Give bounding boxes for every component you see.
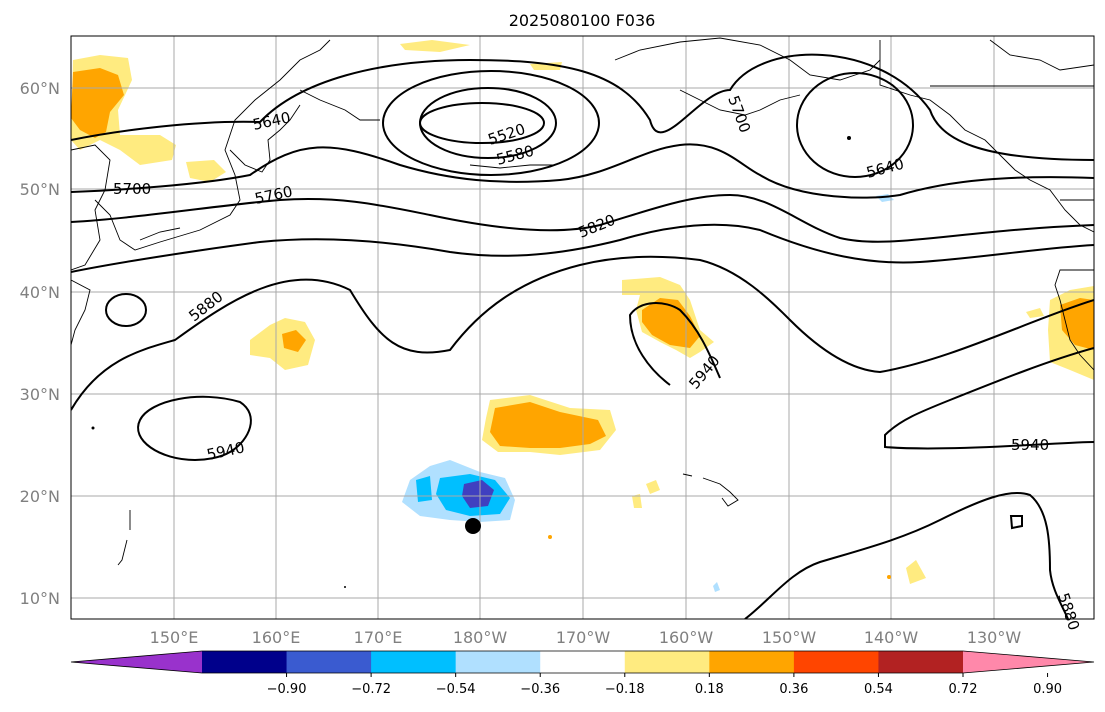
- latitude-labels: 60°N 50°N 40°N 30°N 20°N 10°N: [20, 79, 60, 608]
- colorbar-segment: [455, 651, 541, 673]
- colorbar-label: −0.54: [436, 682, 476, 697]
- storm-center-marker: [465, 518, 481, 534]
- lon-tick-label: 140°W: [864, 628, 919, 647]
- graticule: [71, 36, 1094, 619]
- colorbar-label: −0.90: [267, 682, 307, 697]
- colorbar-extend-low: [71, 651, 202, 673]
- lon-tick-label: 160°E: [252, 628, 301, 647]
- colorbar-segment: [878, 651, 964, 673]
- coastlines: [71, 37, 1094, 566]
- colorbar-label: 0.36: [779, 682, 808, 697]
- contour-label: 5940: [1011, 436, 1049, 454]
- colorbar-outline: [70, 650, 1095, 674]
- lat-tick-label: 50°N: [20, 180, 60, 199]
- colorbar-segment: [202, 651, 288, 673]
- colorbar-segment: [624, 651, 710, 673]
- colorbar: −0.90 −0.72 −0.54 −0.36 −0.18 0.18 0.36 0.54 0.7…: [70, 650, 1095, 697]
- map-frame: [70, 35, 1095, 620]
- colorbar-extend-high: [963, 651, 1094, 673]
- colorbar-label: 0.90: [1033, 682, 1062, 697]
- colorbar-segment: [286, 651, 372, 673]
- lon-tick-label: 130°W: [967, 628, 1022, 647]
- height-contours: [71, 53, 1094, 619]
- colorbar-segment: [540, 651, 626, 673]
- colorbar-label: −0.18: [605, 682, 645, 697]
- lat-tick-label: 10°N: [20, 589, 60, 608]
- colorbar-label: 0.18: [695, 682, 724, 697]
- colorbar-label: −0.72: [351, 682, 391, 697]
- contour-label: 5700: [113, 180, 151, 198]
- colorbar-label: 0.72: [949, 682, 978, 697]
- colorbar-label: 0.54: [864, 682, 893, 697]
- colorbar-segment: [371, 651, 457, 673]
- map-title: 2025080100 F036: [509, 11, 656, 30]
- lat-tick-label: 60°N: [20, 79, 60, 98]
- lon-tick-label: 170°W: [556, 628, 611, 647]
- positive-anomaly-areas: [71, 40, 1094, 584]
- lat-tick-label: 30°N: [20, 385, 60, 404]
- map-content: [71, 36, 1094, 619]
- lat-tick-label: 20°N: [20, 487, 60, 506]
- colorbar-label: −0.36: [520, 682, 560, 697]
- colorbar-segment: [709, 651, 795, 673]
- lat-tick-label: 40°N: [20, 283, 60, 302]
- longitude-labels: 150°E 160°E 170°E 180°W 170°W 160°W 150°…: [150, 628, 1022, 647]
- negative-anomaly-areas: [402, 194, 894, 592]
- lon-tick-label: 150°W: [762, 628, 817, 647]
- lon-tick-label: 150°E: [150, 628, 199, 647]
- lon-tick-label: 170°E: [354, 628, 403, 647]
- colorbar-segment: [793, 651, 879, 673]
- lon-tick-label: 180°W: [453, 628, 508, 647]
- lon-tick-label: 160°W: [659, 628, 714, 647]
